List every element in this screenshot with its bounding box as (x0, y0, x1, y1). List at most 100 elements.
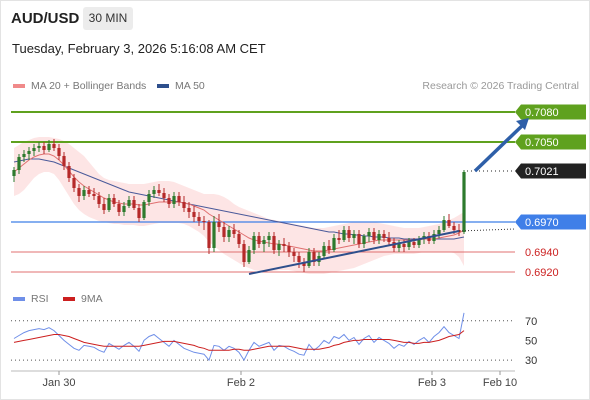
candle-body (312, 252, 316, 262)
candle-body (102, 204, 106, 210)
candle-body (222, 227, 226, 237)
candle-body (142, 202, 146, 218)
rsi-tick-30: 30 (525, 355, 537, 367)
candle-body (397, 244, 401, 248)
candle-body (447, 220, 451, 226)
candle-body (267, 236, 271, 240)
candle-body (12, 170, 16, 176)
candle-body (352, 234, 356, 238)
candle-body (367, 232, 371, 236)
projection-arrow-head (516, 118, 529, 130)
candle-body (187, 208, 191, 212)
candle-body (237, 234, 241, 244)
candle-body (337, 238, 341, 240)
candle-body (132, 200, 136, 208)
candle-body (322, 246, 326, 256)
last-price-tag (515, 163, 586, 179)
timeframe-button[interactable]: 30 MIN (83, 7, 133, 30)
candle-body (327, 246, 331, 250)
candle-body (427, 236, 431, 241)
level-label-0.6940: 0.6940 (525, 247, 559, 259)
candle-body (347, 230, 351, 238)
candle-body (232, 230, 236, 234)
candle-body (17, 157, 21, 170)
candle-body (197, 217, 201, 221)
rsi-swatch (13, 297, 25, 302)
candle-body (67, 166, 71, 178)
candle-body (277, 244, 281, 250)
candle-body (262, 240, 266, 244)
candle-body (242, 244, 246, 262)
candle-body (342, 230, 346, 240)
candle-body (387, 238, 391, 242)
candle-body (52, 144, 56, 148)
candle-body (247, 250, 251, 262)
candle-body (432, 234, 436, 241)
candle-body (412, 242, 416, 245)
candle-body (62, 156, 66, 166)
candle-body (127, 200, 131, 206)
candle-body (377, 234, 381, 240)
rsi-tick-70: 70 (525, 316, 537, 328)
level-label-0.7050: 0.7050 (525, 137, 559, 149)
legend-ma50: MA 50 (157, 80, 205, 92)
trendline-extension (458, 228, 516, 232)
credit-text: Research © 2026 Trading Central (422, 80, 579, 92)
candle-body (27, 151, 31, 154)
candle-body (257, 236, 261, 244)
ma50-swatch (157, 84, 169, 89)
candle-body (97, 196, 101, 204)
candle-body (227, 230, 231, 237)
legend-rsi: RSI (13, 293, 49, 305)
candle-body (282, 244, 286, 246)
candle-body (462, 172, 466, 232)
candle-body (92, 194, 96, 196)
candle-body (87, 190, 91, 194)
x-tick-label: Feb 2 (227, 377, 255, 389)
candle-body (357, 234, 361, 244)
candle-body (382, 234, 386, 238)
level-label-0.7080: 0.7080 (525, 107, 559, 119)
candle-body (22, 154, 26, 157)
candle-body (372, 232, 376, 240)
level-tag-0.7080 (515, 104, 586, 120)
candle-body (172, 196, 176, 204)
rsi-tick-50: 50 (525, 335, 537, 347)
candle-body (417, 239, 421, 245)
candle-body (272, 236, 276, 250)
legend-ma50-label: MA 50 (175, 80, 205, 92)
level-label-0.6970: 0.6970 (525, 217, 559, 229)
candle-body (157, 190, 161, 193)
candle-body (202, 221, 206, 222)
candle-body (402, 244, 406, 247)
candle-body (112, 198, 116, 204)
candle-body (117, 204, 121, 212)
legend-9ma-label: 9MA (81, 293, 103, 305)
x-tick-label: Feb 3 (418, 377, 446, 389)
datetime-label: Tuesday, February 3, 2026 5:16:08 AM CET (12, 41, 266, 56)
candle-body (152, 190, 156, 194)
candle-body (252, 236, 256, 250)
candle-body (47, 144, 51, 150)
legend-9ma: 9MA (63, 293, 103, 305)
candle-body (147, 194, 151, 202)
last-price-label: 0.7021 (525, 166, 559, 178)
candle-body (217, 222, 221, 227)
candle-body (192, 212, 196, 217)
candle-body (37, 146, 41, 148)
candle-body (82, 190, 86, 196)
candle-body (302, 262, 306, 266)
legend-ma20: MA 20 + Bollinger Bands (13, 80, 146, 92)
trendline (248, 230, 460, 275)
candle-body (437, 230, 441, 234)
candle-body (77, 188, 81, 196)
symbol-title: AUD/USD (11, 10, 80, 27)
candle-body (107, 198, 111, 210)
candle-body (292, 252, 296, 256)
level-label-0.6920: 0.6920 (525, 267, 559, 279)
candle-body (42, 146, 46, 150)
candle-body (72, 178, 76, 188)
candle-body (162, 193, 166, 198)
candle-body (287, 246, 291, 252)
